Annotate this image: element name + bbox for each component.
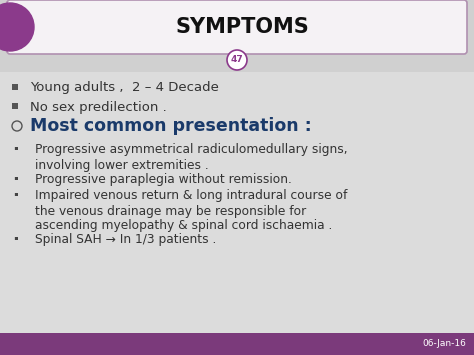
Bar: [0, 72, 474, 333]
Text: involving lower extremities .: involving lower extremities .: [35, 159, 209, 173]
Text: 06-Jan-16: 06-Jan-16: [422, 339, 466, 349]
Bar: [12, 84, 18, 90]
Text: ·: ·: [13, 171, 19, 189]
Text: SYMPTOMS: SYMPTOMS: [175, 17, 309, 37]
Text: Most common presentation :: Most common presentation :: [30, 117, 312, 135]
Text: Progressive paraplegia without remission.: Progressive paraplegia without remission…: [35, 174, 292, 186]
Text: Progressive asymmetrical radiculomedullary signs,: Progressive asymmetrical radiculomedulla…: [35, 143, 347, 157]
Text: ascending myelopathy & spinal cord ischaemia .: ascending myelopathy & spinal cord ischa…: [35, 219, 332, 233]
Text: 47: 47: [231, 55, 243, 65]
Circle shape: [227, 50, 247, 70]
Text: Young adults ,  2 – 4 Decade: Young adults , 2 – 4 Decade: [30, 82, 219, 94]
Bar: [12, 103, 18, 109]
Text: Spinal SAH → In 1/3 patients .: Spinal SAH → In 1/3 patients .: [35, 234, 216, 246]
Text: ·: ·: [13, 231, 19, 249]
Circle shape: [0, 3, 34, 51]
FancyBboxPatch shape: [7, 0, 467, 54]
Text: Impaired venous return & long intradural course of: Impaired venous return & long intradural…: [35, 190, 347, 202]
Bar: [0, 0, 474, 70]
Text: the venous drainage may be responsible for: the venous drainage may be responsible f…: [35, 206, 306, 218]
Text: ·: ·: [13, 141, 19, 159]
Bar: [0, 333, 474, 355]
Text: ·: ·: [13, 187, 19, 205]
Text: No sex predilection .: No sex predilection .: [30, 100, 167, 114]
